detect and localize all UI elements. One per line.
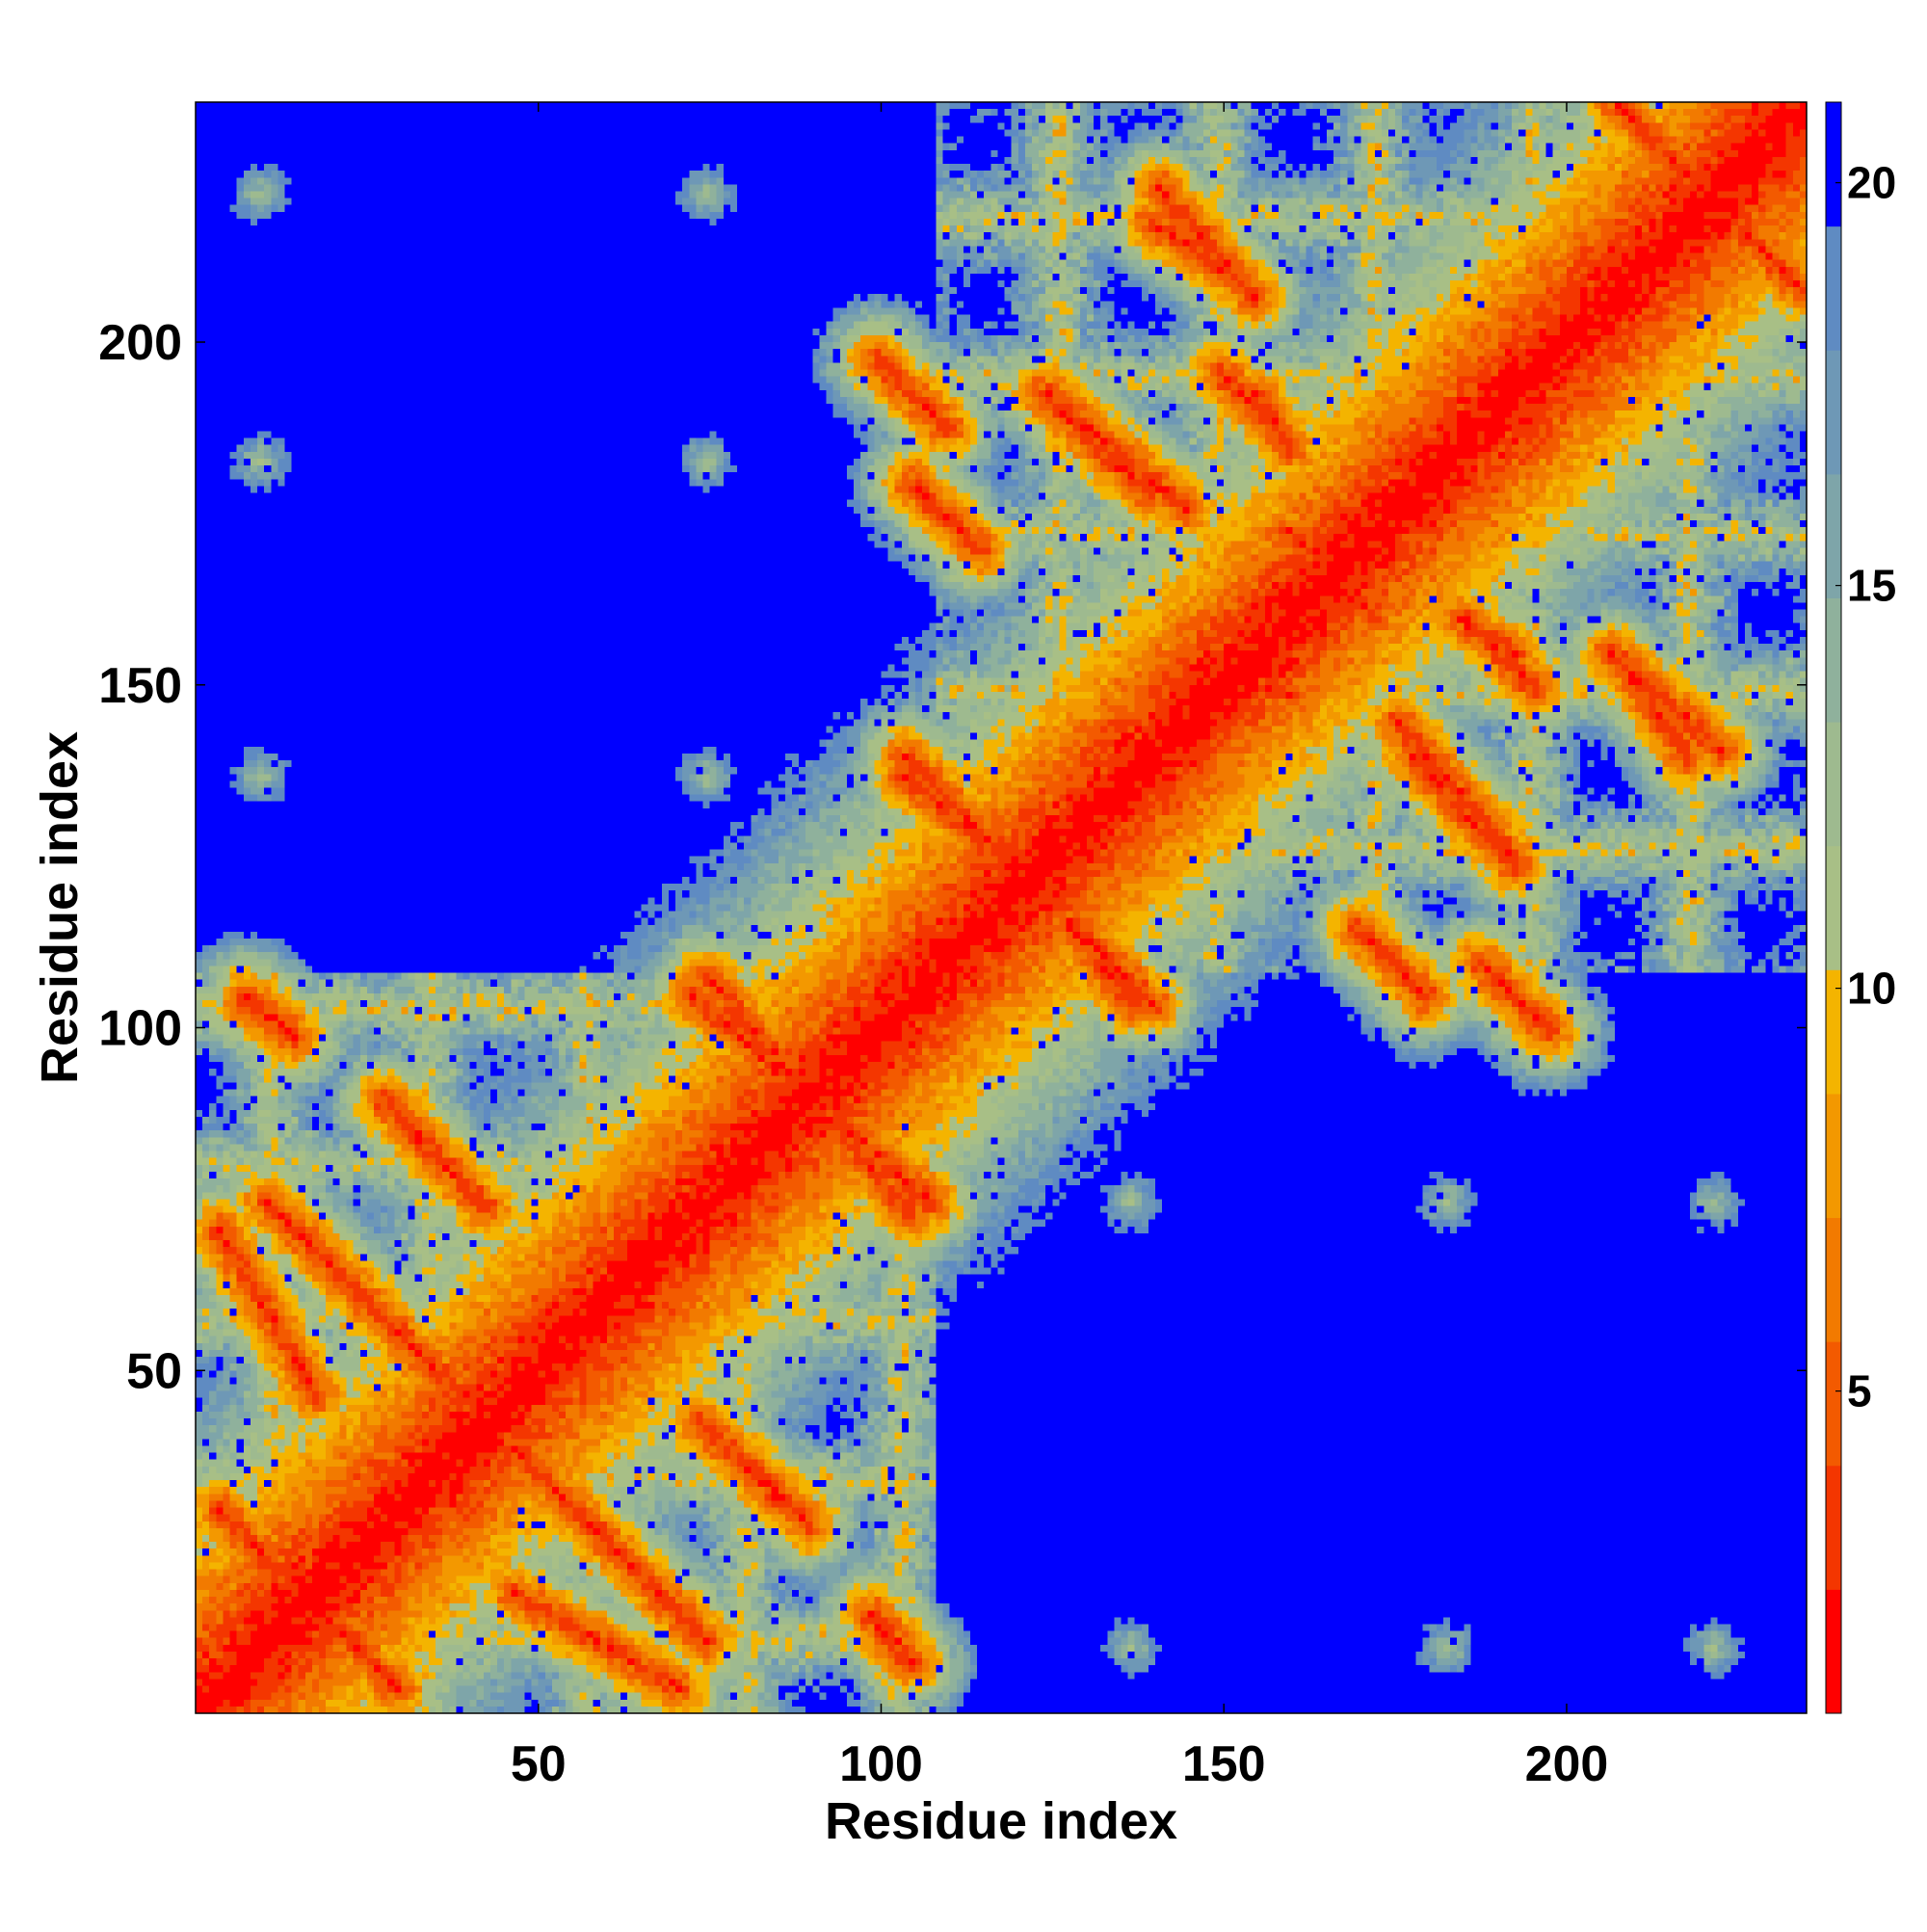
colorbar-tick-label: 10 xyxy=(1847,964,1896,1014)
x-axis-ticks: 50 100 150 200 xyxy=(511,102,1609,1792)
x-tick-label: 150 xyxy=(1182,1736,1266,1792)
x-tick-label: 100 xyxy=(839,1736,923,1792)
contact-map-heatmap xyxy=(196,102,1807,1713)
y-axis-label: Residue index xyxy=(31,731,89,1084)
x-tick-label: 50 xyxy=(511,1736,567,1792)
y-tick-label: 50 xyxy=(126,1343,182,1399)
colorbar-tick-label: 15 xyxy=(1847,561,1896,611)
heatmap-plot-area xyxy=(196,102,1807,1713)
colorbar-frame xyxy=(1825,101,1842,1714)
colorbar-segment xyxy=(1826,350,1841,475)
plot-frame xyxy=(195,101,1808,1714)
colorbar-tick-label: 20 xyxy=(1847,158,1896,208)
colorbar-segment xyxy=(1826,225,1841,351)
colorbar-tick-label: 5 xyxy=(1847,1366,1872,1416)
colorbar-segment xyxy=(1826,1341,1841,1467)
x-axis-label: Residue index xyxy=(825,1792,1177,1850)
colorbar-segment xyxy=(1826,845,1841,970)
colorbar-segment xyxy=(1826,102,1841,227)
x-tick-label: 200 xyxy=(1525,1736,1609,1792)
colorbar-segment xyxy=(1826,1465,1841,1590)
y-axis-ticks: 50 100 150 200 xyxy=(98,315,1807,1399)
colorbar: 5 10 15 20 xyxy=(1825,101,1896,1714)
colorbar-segment xyxy=(1826,1093,1841,1219)
colorbar-segment xyxy=(1826,969,1841,1095)
colorbar-segment xyxy=(1826,1589,1841,1714)
colorbar-segment xyxy=(1826,1217,1841,1342)
y-tick-label: 200 xyxy=(98,315,182,371)
colorbar-segment xyxy=(1826,722,1841,847)
y-tick-label: 150 xyxy=(98,658,182,714)
y-tick-label: 100 xyxy=(98,1001,182,1057)
colorbar-segment xyxy=(1826,597,1841,723)
colorbar-segment xyxy=(1826,473,1841,598)
